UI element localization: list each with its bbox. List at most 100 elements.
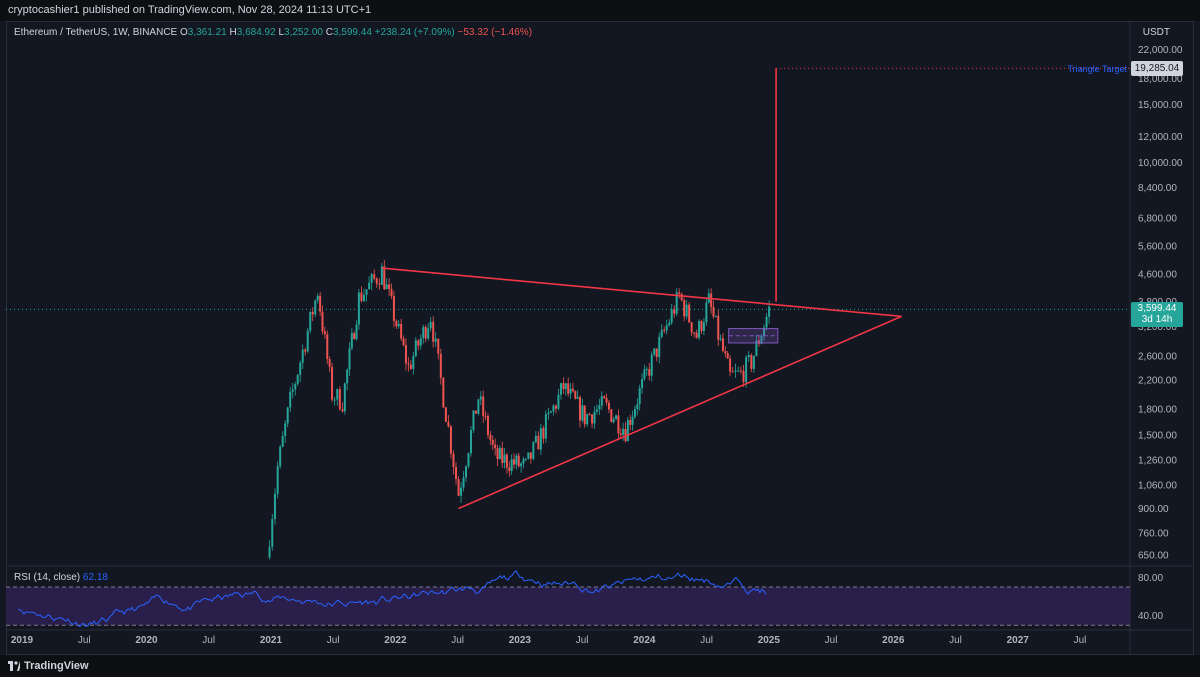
price-tick-label: 2,600.00 xyxy=(1138,352,1177,363)
rsi-label: RSI (14, close) xyxy=(14,572,81,583)
time-tick-label: 2027 xyxy=(1007,635,1030,646)
candle-body xyxy=(452,453,455,468)
candle-body xyxy=(700,321,703,331)
price-tick-label: 12,000.00 xyxy=(1138,132,1183,143)
time-tick-label: 2023 xyxy=(509,635,532,646)
candle-body xyxy=(747,355,750,358)
candle-body xyxy=(663,329,666,331)
candle-body xyxy=(346,369,349,384)
rsi-legend[interactable]: RSI (14, close) 62.18 xyxy=(14,572,108,583)
candle-body xyxy=(360,292,363,302)
close-value: 3,599.44 xyxy=(332,27,372,38)
time-tick-label: 2024 xyxy=(633,635,656,646)
candle-body xyxy=(469,430,472,454)
candle-body xyxy=(489,434,492,440)
candle-body xyxy=(567,383,570,394)
tradingview-brand: TradingView xyxy=(24,660,89,672)
candle-body xyxy=(549,411,552,413)
candle-body xyxy=(412,356,415,369)
candle-body xyxy=(338,389,341,410)
candle-body xyxy=(752,355,755,369)
candle-body xyxy=(510,459,513,471)
price-tick-label: 650.00 xyxy=(1138,551,1169,562)
current-price-badge: 3,599.44 3d 14h xyxy=(1131,302,1183,328)
candle-body xyxy=(279,446,282,467)
candle-body xyxy=(571,388,574,392)
candle-body xyxy=(648,368,651,376)
candle-body xyxy=(626,420,629,442)
candle-body xyxy=(427,328,430,339)
candle-body xyxy=(447,421,450,427)
candle-body xyxy=(636,404,639,409)
candle-body xyxy=(437,338,440,354)
candle-body xyxy=(765,316,768,328)
candle-body xyxy=(569,388,572,394)
candle-body xyxy=(390,288,393,297)
candle-body xyxy=(763,327,766,337)
candle-body xyxy=(311,311,314,315)
candle-body xyxy=(680,293,683,301)
symbol-legend[interactable]: Ethereum / TetherUS, 1W, BINANCE O3,361.… xyxy=(14,27,532,38)
candle-body xyxy=(479,396,482,400)
time-tick-label: 2026 xyxy=(882,635,905,646)
candle-body xyxy=(515,455,518,465)
candle-body xyxy=(419,338,422,346)
candle-body xyxy=(745,357,748,383)
target-price-badge: 19,285.04 xyxy=(1131,61,1183,77)
candle-body xyxy=(668,322,671,326)
candle-body xyxy=(328,359,331,367)
candle-body xyxy=(494,444,497,449)
candle-body xyxy=(444,407,447,422)
candle-body xyxy=(331,366,334,400)
candle-body xyxy=(724,351,727,354)
candle-body xyxy=(693,332,696,334)
time-tick-label: Jul xyxy=(825,635,838,646)
candle-body xyxy=(385,284,388,290)
candle-body xyxy=(472,410,475,431)
candle-body xyxy=(373,274,376,279)
candle-body xyxy=(583,405,586,425)
candle-body xyxy=(323,331,326,335)
rsi-tick-label: 40.00 xyxy=(1138,611,1163,622)
candle-body xyxy=(314,300,317,315)
candle-body xyxy=(348,348,351,370)
rsi-band xyxy=(6,587,1130,626)
candle-body xyxy=(395,320,398,327)
candle-body xyxy=(388,284,391,289)
chart-area[interactable] xyxy=(6,21,1194,655)
candle-body xyxy=(595,409,598,412)
price-tick-label: 4,600.00 xyxy=(1138,270,1177,281)
price-tick-label: 10,000.00 xyxy=(1138,158,1183,169)
publisher-text: cryptocashier1 published on TradingView.… xyxy=(8,4,372,16)
candle-body xyxy=(605,398,608,403)
candle-body xyxy=(343,383,346,412)
lower-trendline xyxy=(458,315,902,510)
time-tick-label: Jul xyxy=(700,635,713,646)
candle-body xyxy=(624,429,627,442)
candle-body xyxy=(400,323,403,339)
time-tick-label: Jul xyxy=(949,635,962,646)
rsi-tick-label: 80.00 xyxy=(1138,573,1163,584)
close-label: C xyxy=(325,27,333,38)
candle-body xyxy=(484,415,487,417)
price-tick-label: 3,200.00 xyxy=(1138,322,1177,333)
candle-body xyxy=(404,345,407,364)
candle-body xyxy=(615,415,618,420)
candle-body xyxy=(424,327,427,339)
candle-body xyxy=(321,311,324,332)
candle-body xyxy=(457,478,460,496)
candle-body xyxy=(564,383,567,389)
candle-body xyxy=(557,394,560,409)
candle-body xyxy=(486,416,489,435)
target-price-value: 19,285.04 xyxy=(1134,63,1180,75)
candle-body xyxy=(508,467,511,471)
candle-body xyxy=(286,407,289,424)
candle-body xyxy=(768,306,771,317)
candle-body xyxy=(434,338,437,342)
candle-body xyxy=(498,447,501,460)
candle-body xyxy=(289,391,292,408)
candle-body xyxy=(529,452,532,459)
candle-body xyxy=(449,426,452,454)
